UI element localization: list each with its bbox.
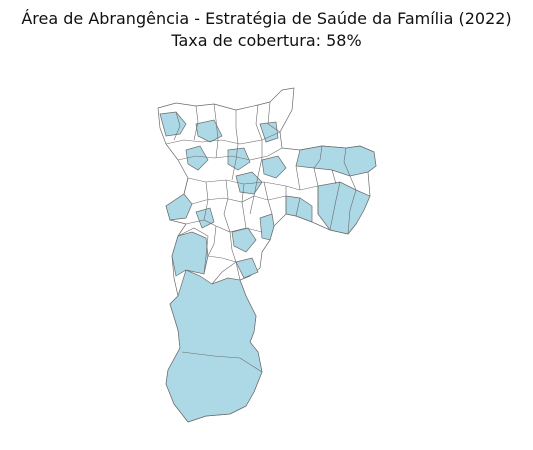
central-region-2 bbox=[261, 155, 287, 179]
district-boundaries bbox=[165, 101, 357, 373]
map-subtitle: Taxa de cobertura: 58% bbox=[171, 31, 362, 50]
north-region-3 bbox=[185, 145, 209, 171]
north-region-2 bbox=[195, 119, 223, 143]
central-region-4 bbox=[259, 213, 275, 241]
central-region-3 bbox=[231, 227, 257, 253]
north-region-4 bbox=[227, 147, 251, 171]
southwest-region bbox=[171, 231, 209, 277]
north-region-1 bbox=[159, 111, 187, 137]
central-region-6 bbox=[235, 257, 259, 279]
covered-areas bbox=[159, 111, 377, 423]
north-region-5 bbox=[259, 121, 279, 143]
map-title: Área de Abrangência - Estratégia de Saúd… bbox=[21, 9, 512, 28]
south-zone-region bbox=[165, 269, 263, 423]
west-region bbox=[165, 193, 193, 221]
east-region-1 bbox=[295, 145, 377, 177]
east-region-2 bbox=[317, 181, 371, 235]
